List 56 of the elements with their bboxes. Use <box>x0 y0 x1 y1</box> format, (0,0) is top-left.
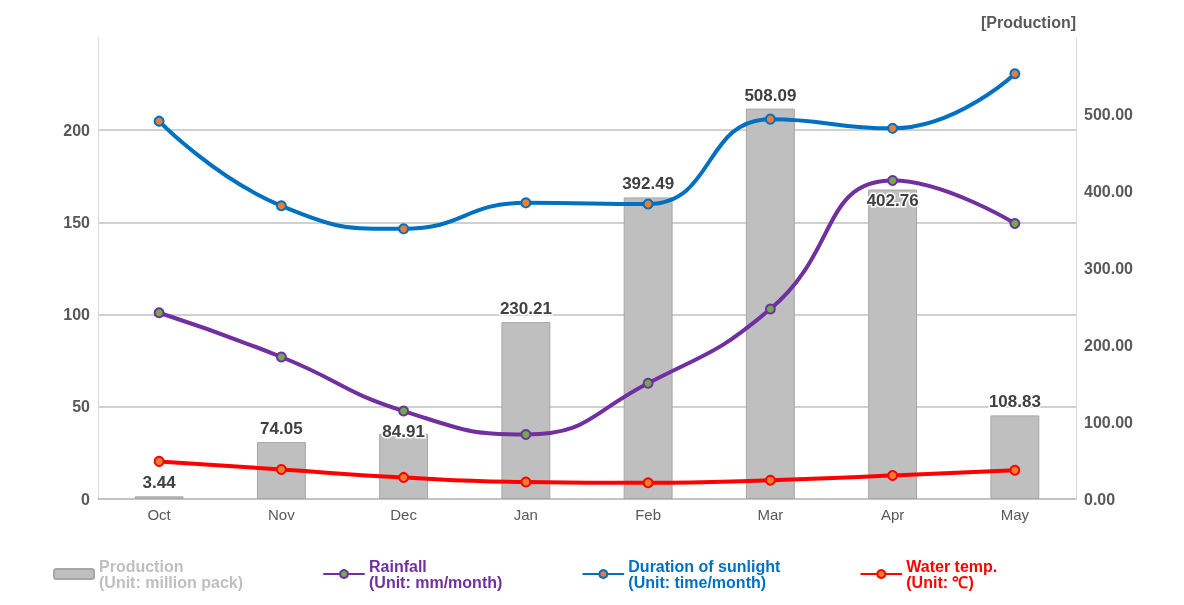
y2-tick-label: 0.00 <box>1084 490 1116 508</box>
point <box>1009 218 1021 229</box>
y-tick-label: 150 <box>63 213 91 231</box>
point <box>642 477 654 489</box>
point <box>153 455 165 467</box>
y2-tick-label: 500.00 <box>1084 106 1134 124</box>
point <box>398 405 410 417</box>
point <box>520 428 532 440</box>
point <box>764 474 776 486</box>
point <box>642 198 654 210</box>
point <box>275 464 287 475</box>
data-label: 392.49 <box>622 174 675 194</box>
point <box>275 200 287 212</box>
data-label: 402.76 <box>866 191 919 211</box>
data-label: 108.83 <box>988 392 1041 412</box>
y-tick-label: 100 <box>63 306 91 324</box>
y2-axis-title: [Production] <box>980 13 1076 31</box>
point <box>1009 464 1021 476</box>
y-tick-label: 50 <box>72 398 91 416</box>
data-label: 230.21 <box>499 299 552 319</box>
data-label: 3.44 <box>142 473 177 493</box>
data-label: 508.09 <box>744 85 797 105</box>
point <box>275 351 287 363</box>
point <box>887 175 899 187</box>
x-tick-label: May <box>1000 506 1030 523</box>
point <box>764 303 776 315</box>
legend-label: Water temp. (Unit: ℃) <box>906 557 998 591</box>
x-tick-label: Nov <box>268 506 296 523</box>
data-label: 74.05 <box>260 419 303 439</box>
legend-label: Production (Unit: million pack) <box>99 557 243 591</box>
point <box>887 122 899 134</box>
point <box>520 476 532 488</box>
point <box>398 471 410 483</box>
x-tick-label: Dec <box>390 506 418 523</box>
point <box>1009 68 1021 80</box>
point <box>520 197 532 209</box>
point <box>642 377 654 389</box>
point <box>153 307 165 319</box>
legend-label: Rainfall (Unit: mm/month) <box>369 557 503 591</box>
data-label: 84.91 <box>382 421 425 441</box>
point <box>398 223 410 235</box>
legend-label: Duration of sunlight (Unit: time/month) <box>628 557 781 591</box>
point <box>764 113 776 125</box>
point <box>153 115 165 127</box>
y2-tick-label: 300.00 <box>1084 260 1134 277</box>
x-tick-label: Feb <box>635 506 662 523</box>
x-tick-label: Mar <box>757 506 784 523</box>
x-tick-label: Jan <box>513 506 538 523</box>
x-tick-label: Apr <box>880 506 905 523</box>
point <box>887 470 899 482</box>
y-tick-label: 200 <box>63 121 91 139</box>
y2-tick-label: 100.00 <box>1084 413 1134 431</box>
y-tick-label: 0 <box>81 490 91 508</box>
y2-tick-label: 400.00 <box>1084 183 1134 201</box>
y2-tick-label: 200.00 <box>1084 336 1134 354</box>
x-tick-label: Oct <box>147 506 172 523</box>
